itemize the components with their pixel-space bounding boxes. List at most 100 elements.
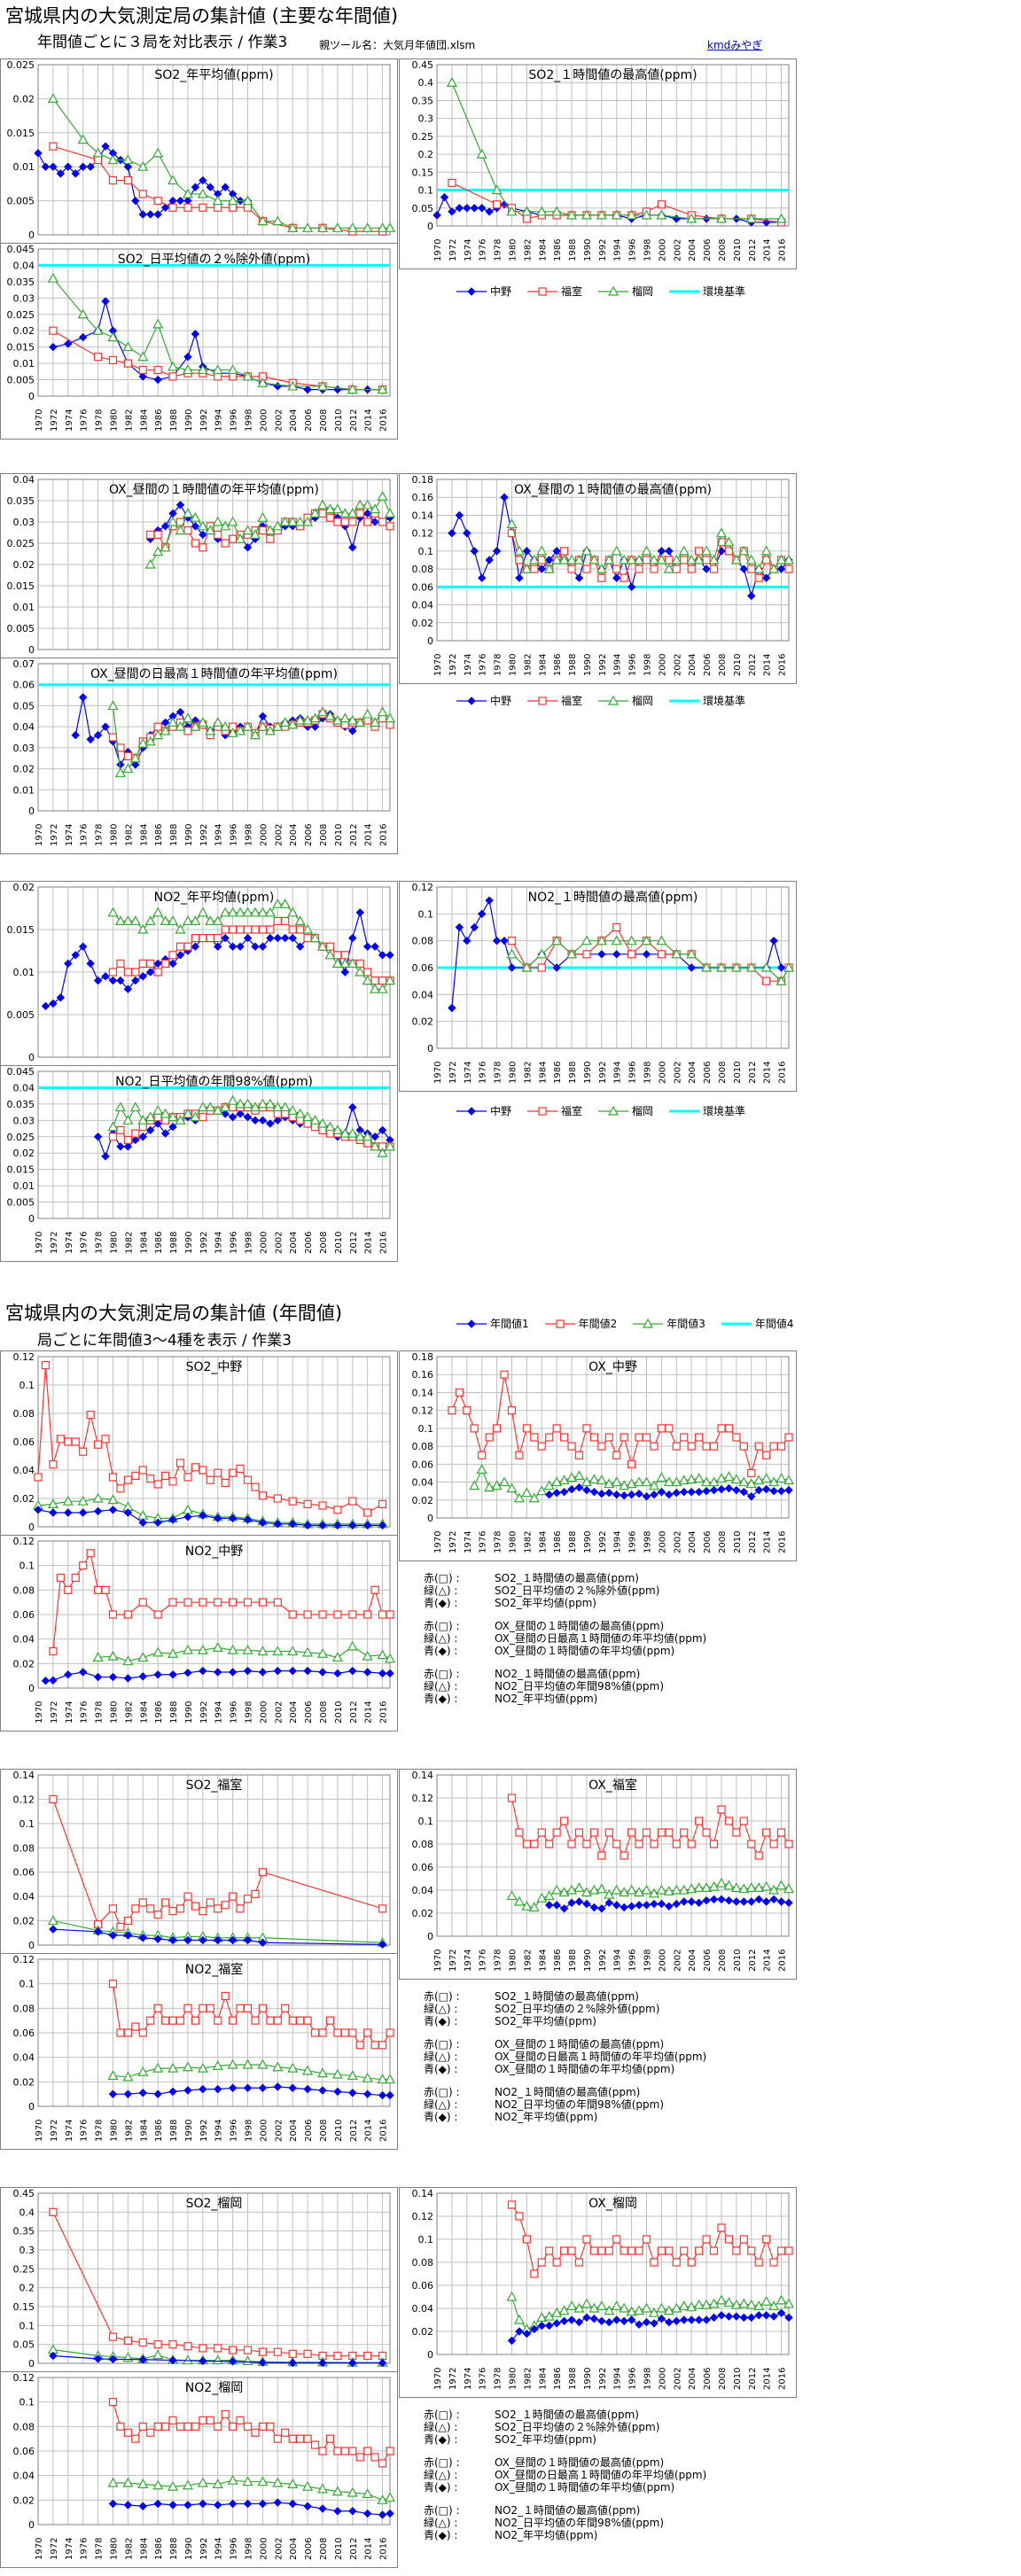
data-point <box>199 175 207 185</box>
data-point <box>463 1406 472 1415</box>
data-point <box>588 1884 600 1895</box>
x-tick-label: 1976 <box>80 2538 90 2560</box>
x-tick-label: 1990 <box>583 1062 593 1084</box>
y-tick-label: 0.015 <box>7 1164 35 1176</box>
x-tick-label: 1978 <box>494 1062 503 1084</box>
x-tick-label: 1998 <box>643 1950 653 1972</box>
data-point <box>347 2487 358 2497</box>
x-tick-label: 1994 <box>613 1531 623 1553</box>
x-tick-label: 1974 <box>464 1062 473 1084</box>
x-tick-label: 1982 <box>523 1062 533 1084</box>
data-point <box>205 915 216 926</box>
y-tick-label: 0.04 <box>13 721 35 733</box>
note-row: 緑(△) : NO2_日平均値の年間98%値(ppm) <box>424 2098 706 2111</box>
data-point <box>206 2004 214 2012</box>
data-point <box>242 195 253 206</box>
data-point <box>168 1123 177 1132</box>
data-point <box>537 564 546 573</box>
data-point <box>521 206 533 216</box>
x-tick-label: 1982 <box>124 824 134 846</box>
data-point <box>227 2474 238 2485</box>
data-point <box>249 1101 261 1112</box>
data-point <box>212 516 223 526</box>
data-point <box>108 733 118 742</box>
data-point <box>566 209 578 220</box>
data-point <box>214 1904 222 1913</box>
x-tick-label: 1986 <box>154 2120 164 2142</box>
chart-title: NO2_榴岡 <box>185 2381 243 2395</box>
data-point <box>266 2016 275 2025</box>
data-point <box>627 2315 636 2324</box>
x-tick-label: 1984 <box>538 1062 548 1084</box>
data-point <box>49 1794 58 1804</box>
data-point <box>377 1147 388 1157</box>
x-tick-label: 1996 <box>628 1950 638 1972</box>
x-tick-label: 1996 <box>230 409 239 432</box>
x-tick-label: 2002 <box>274 409 284 432</box>
data-point <box>131 1904 140 1913</box>
data-point <box>656 935 667 946</box>
y-tick-label: 0.14 <box>412 1770 434 1781</box>
data-point <box>745 961 757 972</box>
data-point <box>513 1895 525 1906</box>
data-point <box>288 2499 297 2509</box>
x-tick-label: 1998 <box>245 2538 254 2560</box>
data-point <box>258 2358 268 2367</box>
data-point <box>183 2342 192 2351</box>
data-point <box>348 2358 357 2368</box>
data-point <box>362 222 373 232</box>
data-point <box>362 2072 373 2082</box>
series-年間値1 <box>507 2308 793 2346</box>
data-point <box>702 556 711 564</box>
data-point <box>64 959 73 969</box>
data-point <box>717 1484 726 1494</box>
data-point <box>363 2447 372 2455</box>
data-point <box>243 1895 253 1903</box>
data-point <box>708 1880 720 1891</box>
data-point <box>724 1895 734 1905</box>
y-tick-label: 0.45 <box>412 59 434 71</box>
kmd-link[interactable]: kmdみやぎ <box>707 39 763 51</box>
x-tick-label: 2004 <box>688 2368 698 2390</box>
x-tick-label: 1972 <box>448 2368 458 2390</box>
data-point <box>355 908 364 917</box>
data-point <box>47 1915 58 1926</box>
data-point <box>302 1646 314 1657</box>
note-value: OX_昼間の日最高１時間値の年平均値(ppm) <box>495 2051 707 2063</box>
x-tick-label: 2014 <box>763 1062 773 1084</box>
data-point <box>588 554 600 564</box>
data-point <box>197 907 208 917</box>
note-row: 赤(□) : OX_昼間の１時間値の最高値(ppm) <box>424 2038 706 2051</box>
chart-c5: 1970 1972 1974 1976 1978 1980 1982 1984 1986 1988… <box>399 473 797 684</box>
legend-label: 福室 <box>561 695 583 707</box>
data-point <box>146 530 155 540</box>
data-point <box>384 1653 396 1663</box>
data-point <box>657 1828 666 1837</box>
data-point <box>370 1132 379 1141</box>
data-point <box>348 1521 357 1530</box>
data-point <box>264 725 276 735</box>
data-point <box>340 2028 349 2037</box>
chart-svg: 1970 1972 1974 1976 1978 1980 1982 1984 1986 1988… <box>412 1770 795 1972</box>
data-point <box>348 1497 357 1506</box>
data-point <box>62 1495 74 1506</box>
y-tick-label: 0.02 <box>412 618 434 629</box>
data-point <box>78 162 88 171</box>
data-point <box>611 1884 622 1895</box>
data-point <box>528 554 540 564</box>
legend-marker <box>538 286 547 296</box>
data-point <box>386 1610 394 1619</box>
x-tick-label: 1994 <box>214 824 224 846</box>
x-tick-label: 1996 <box>628 1062 638 1084</box>
note-row: 青(◆) : NO2_年平均値(ppm) <box>424 1693 706 1705</box>
data-point <box>316 2067 328 2078</box>
data-point <box>197 1101 208 1112</box>
x-tick-label: 1986 <box>154 824 164 846</box>
y-tick-label: 0 <box>28 391 35 402</box>
data-point <box>522 2329 532 2339</box>
x-tick-label: 1970 <box>433 654 443 676</box>
y-tick-label: 0.05 <box>13 700 35 712</box>
data-point <box>784 564 793 573</box>
data-point <box>199 2416 207 2425</box>
